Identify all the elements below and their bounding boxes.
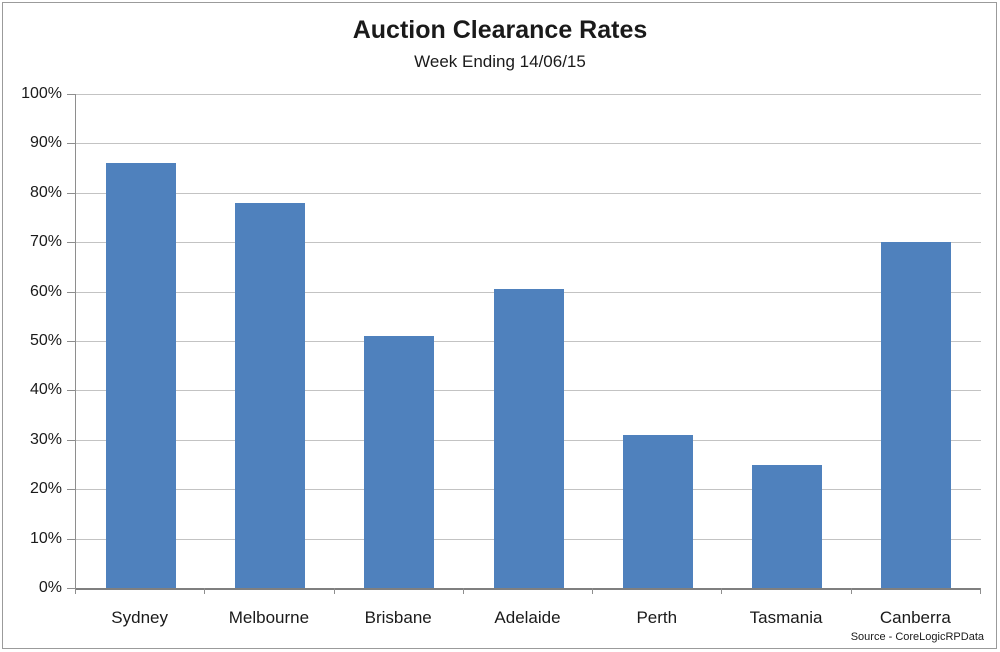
bar-perth — [622, 434, 693, 588]
y-tick-20 — [67, 489, 75, 491]
x-tick-7 — [980, 588, 981, 594]
bar-brisbane — [364, 336, 435, 588]
x-axis-label-sydney: Sydney — [111, 608, 168, 627]
y-tick-10 — [67, 538, 75, 540]
y-axis-label-10: 10% — [29, 529, 62, 547]
bar-canberra — [881, 242, 952, 588]
x-tick-5 — [721, 588, 723, 594]
bar-sydney — [105, 163, 176, 588]
x-axis-label-melbourne: Melbourne — [228, 608, 310, 627]
source-note: Source - CoreLogicRPData — [850, 631, 984, 643]
y-tick-100 — [67, 94, 75, 95]
x-tick-4 — [592, 588, 594, 594]
x-tick-6 — [850, 588, 852, 594]
x-tick-2 — [333, 588, 335, 594]
y-axis-label-60: 60% — [29, 282, 62, 300]
y-tick-60 — [67, 291, 75, 293]
y-axis-label-40: 40% — [29, 381, 62, 399]
x-axis-label-adelaide: Adelaide — [494, 608, 561, 627]
y-tick-0 — [67, 588, 75, 589]
y-axis-label-70: 70% — [29, 233, 62, 251]
bar-melbourne — [234, 202, 305, 588]
y-axis-label-100: 100% — [21, 85, 62, 102]
x-axis-label-canberra: Canberra — [879, 608, 951, 627]
x-axis-label-brisbane: Brisbane — [364, 608, 432, 627]
gridline-80 — [76, 192, 981, 194]
y-tick-80 — [67, 192, 75, 194]
y-axis-label-0: 0% — [38, 579, 62, 596]
bar-tasmania — [752, 464, 823, 588]
y-axis-label-20: 20% — [29, 480, 62, 498]
x-tick-1 — [204, 588, 206, 594]
y-tick-90 — [67, 143, 75, 145]
gridline-90 — [76, 143, 981, 145]
chart-title: Auction Clearance Rates — [352, 16, 648, 44]
y-tick-30 — [67, 439, 75, 441]
gridline-70 — [76, 242, 981, 244]
y-tick-40 — [67, 390, 75, 392]
y-tick-70 — [67, 242, 75, 244]
y-axis-label-80: 80% — [29, 183, 62, 201]
y-axis-label-50: 50% — [29, 332, 62, 349]
gridline-100 — [76, 94, 981, 95]
y-axis-label-90: 90% — [29, 134, 62, 152]
chart-subtitle: Week Ending 14/06/15 — [414, 52, 586, 71]
y-tick-50 — [67, 341, 75, 342]
x-tick-0 — [75, 588, 76, 594]
x-axis-label-perth: Perth — [636, 608, 678, 627]
x-tick-3 — [462, 588, 464, 594]
y-axis-label-30: 30% — [29, 430, 62, 448]
plot-area — [75, 94, 981, 590]
bar-adelaide — [493, 289, 564, 588]
x-axis-label-tasmania: Tasmania — [749, 608, 823, 627]
